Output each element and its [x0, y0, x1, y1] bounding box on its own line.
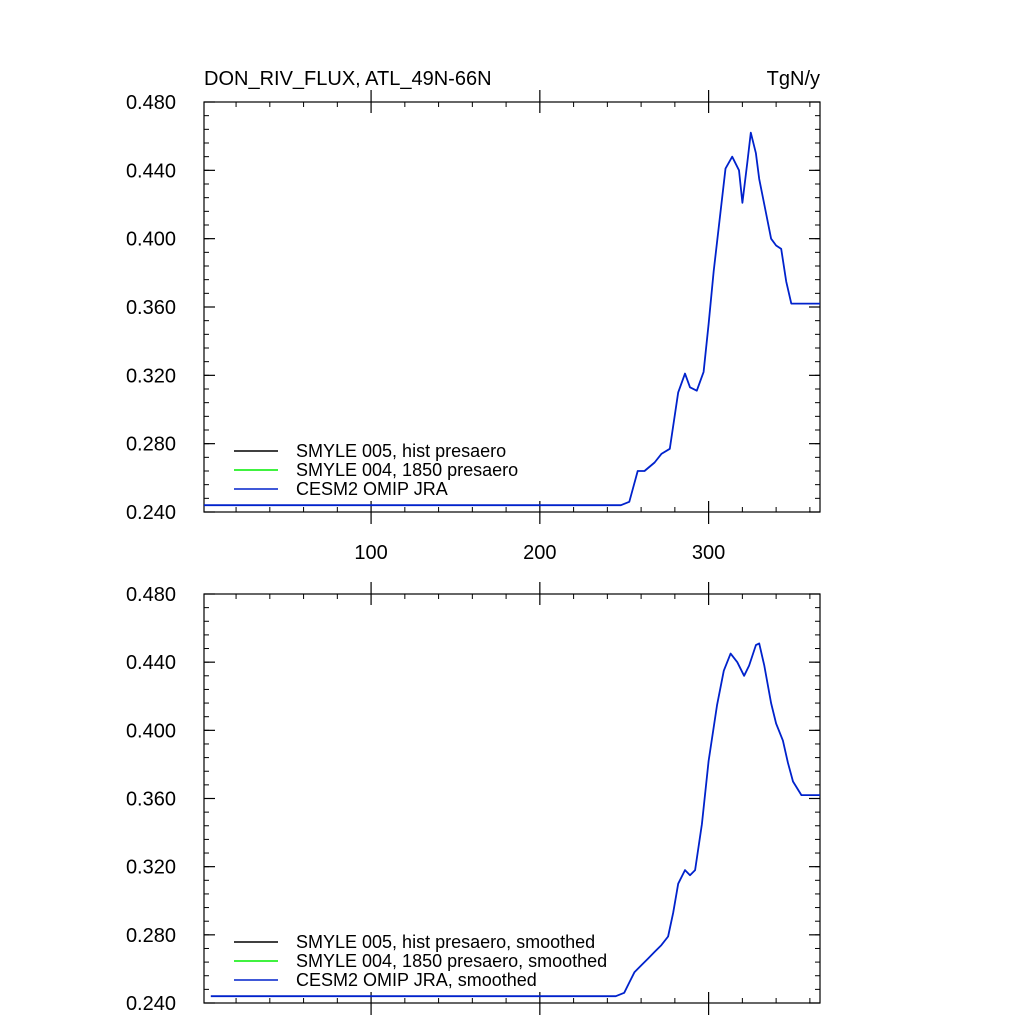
legend-label: CESM2 OMIP JRA	[296, 479, 448, 499]
y-tick-label: 0.400	[126, 229, 176, 251]
series-line	[204, 131, 820, 507]
x-tick-label: 200	[523, 542, 556, 564]
y-tick-label: 0.320	[126, 365, 176, 387]
y-tick-label: 0.320	[126, 857, 176, 879]
legend-label: SMYLE 004, 1850 presaero	[296, 460, 518, 480]
y-tick-label: 0.360	[126, 297, 176, 319]
x-tick-label: 100	[354, 542, 387, 564]
top-panel: 0.240 0.280 0.320 0.360 0.400 0.440 0.480 100 20…	[126, 90, 821, 564]
chart-units: TgN/y	[767, 68, 820, 90]
y-tick-label: 0.240	[126, 502, 176, 524]
y-tick-label: 0.440	[126, 160, 176, 182]
x-tick-label: 300	[692, 542, 725, 564]
y-tick-label: 0.400	[126, 720, 176, 742]
y-tick-label: 0.440	[126, 652, 176, 674]
legend-label: CESM2 OMIP JRA, smoothed	[296, 970, 537, 990]
y-tick-label: 0.280	[126, 925, 176, 947]
y-tick-label: 0.240	[126, 993, 176, 1015]
y-tick-label: 0.480	[126, 92, 176, 114]
y-tick-label: 0.360	[126, 789, 176, 811]
chart-title: DON_RIV_FLUX, ATL_49N-66N	[204, 68, 492, 90]
y-tick-label: 0.480	[126, 584, 176, 606]
y-tick-label: 0.280	[126, 434, 176, 456]
legend-label: SMYLE 004, 1850 presaero, smoothed	[296, 951, 607, 971]
legend-label: SMYLE 005, hist presaero, smoothed	[296, 932, 595, 952]
legend-label: SMYLE 005, hist presaero	[296, 441, 506, 461]
bottom-panel: 0.240 0.280 0.320 0.360 0.400 0.440 0.480 SMYLE…	[126, 582, 821, 1015]
series-line	[210, 642, 820, 998]
